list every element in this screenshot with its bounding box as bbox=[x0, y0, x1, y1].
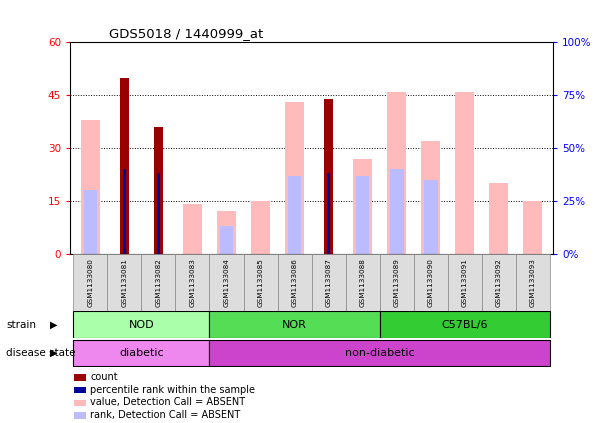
Bar bbox=[311, 254, 345, 311]
Text: GSM1133093: GSM1133093 bbox=[530, 258, 536, 307]
Text: GSM1133085: GSM1133085 bbox=[258, 258, 263, 307]
Bar bbox=[219, 225, 233, 254]
Bar bbox=[345, 254, 379, 311]
Bar bbox=[74, 254, 108, 311]
Text: GSM1133092: GSM1133092 bbox=[496, 258, 502, 307]
Bar bbox=[489, 183, 508, 254]
Text: GSM1133091: GSM1133091 bbox=[462, 258, 468, 307]
Bar bbox=[210, 311, 379, 338]
Text: disease state: disease state bbox=[6, 348, 75, 358]
Text: C57BL/6: C57BL/6 bbox=[441, 320, 488, 330]
Text: GSM1133081: GSM1133081 bbox=[122, 258, 128, 307]
Bar bbox=[447, 254, 482, 311]
Bar bbox=[81, 120, 100, 254]
Text: GDS5018 / 1440999_at: GDS5018 / 1440999_at bbox=[109, 27, 264, 41]
Bar bbox=[356, 176, 370, 254]
Bar bbox=[120, 77, 129, 254]
Text: GSM1133082: GSM1133082 bbox=[156, 258, 161, 307]
Bar bbox=[421, 141, 440, 254]
Text: value, Detection Call = ABSENT: value, Detection Call = ABSENT bbox=[90, 397, 246, 407]
Text: NOD: NOD bbox=[128, 320, 154, 330]
Bar bbox=[74, 340, 210, 366]
Text: ▶: ▶ bbox=[50, 320, 58, 330]
Bar bbox=[523, 201, 542, 254]
Bar bbox=[108, 254, 142, 311]
Text: GSM1133083: GSM1133083 bbox=[190, 258, 195, 307]
Bar bbox=[251, 201, 270, 254]
Bar bbox=[74, 311, 210, 338]
Text: rank, Detection Call = ABSENT: rank, Detection Call = ABSENT bbox=[90, 410, 241, 420]
Bar bbox=[157, 173, 160, 254]
Bar bbox=[210, 254, 244, 311]
Bar bbox=[327, 173, 330, 254]
Text: GSM1133087: GSM1133087 bbox=[326, 258, 331, 307]
Text: GSM1133084: GSM1133084 bbox=[224, 258, 229, 307]
Bar bbox=[154, 127, 163, 254]
Bar bbox=[413, 254, 447, 311]
Bar bbox=[516, 254, 550, 311]
Text: diabetic: diabetic bbox=[119, 348, 164, 358]
Bar bbox=[74, 400, 86, 406]
Text: percentile rank within the sample: percentile rank within the sample bbox=[90, 385, 255, 395]
Bar bbox=[183, 204, 202, 254]
Bar bbox=[379, 311, 550, 338]
Text: ▶: ▶ bbox=[50, 348, 58, 358]
Bar bbox=[74, 387, 86, 393]
Bar bbox=[353, 159, 372, 254]
Text: count: count bbox=[90, 372, 118, 382]
Text: GSM1133089: GSM1133089 bbox=[394, 258, 399, 307]
Bar bbox=[74, 412, 86, 419]
Bar bbox=[142, 254, 176, 311]
Bar bbox=[210, 340, 550, 366]
Text: non-diabetic: non-diabetic bbox=[345, 348, 415, 358]
Bar bbox=[424, 180, 438, 254]
Bar bbox=[390, 169, 404, 254]
Bar bbox=[482, 254, 516, 311]
Bar bbox=[278, 254, 311, 311]
Text: GSM1133086: GSM1133086 bbox=[292, 258, 297, 307]
Bar bbox=[83, 190, 97, 254]
Text: strain: strain bbox=[6, 320, 36, 330]
Bar bbox=[285, 102, 304, 254]
Text: GSM1133080: GSM1133080 bbox=[88, 258, 94, 307]
Bar bbox=[123, 169, 126, 254]
Bar bbox=[455, 92, 474, 254]
Text: NOR: NOR bbox=[282, 320, 307, 330]
Bar bbox=[244, 254, 278, 311]
Bar bbox=[74, 374, 86, 381]
Bar bbox=[288, 176, 302, 254]
Bar bbox=[387, 92, 406, 254]
Text: GSM1133088: GSM1133088 bbox=[360, 258, 365, 307]
Text: GSM1133090: GSM1133090 bbox=[428, 258, 434, 307]
Bar bbox=[176, 254, 210, 311]
Bar bbox=[217, 212, 236, 254]
Bar bbox=[324, 99, 333, 254]
Bar bbox=[379, 254, 413, 311]
